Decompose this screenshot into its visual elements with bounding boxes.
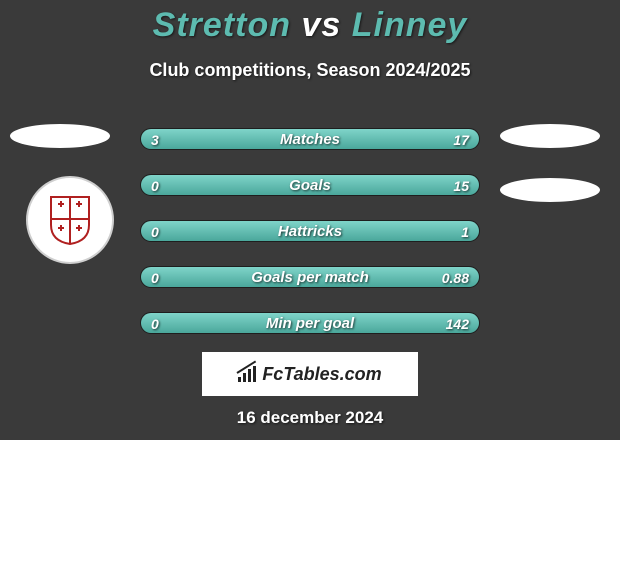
team-logo-placeholder-right-1 xyxy=(500,124,600,148)
player2-name: Linney xyxy=(352,6,468,44)
shield-icon xyxy=(49,195,91,245)
stat-label: Goals per match xyxy=(141,267,479,289)
stat-bar: 015Goals xyxy=(140,174,480,196)
page-title: Stretton vs Linney xyxy=(0,6,620,45)
stat-bar: 317Matches xyxy=(140,128,480,150)
stat-label: Matches xyxy=(141,129,479,151)
bar-chart-icon xyxy=(238,366,258,382)
brand-box[interactable]: FcTables.com xyxy=(202,352,418,396)
brand-label: FcTables.com xyxy=(262,364,381,385)
team-crest-left xyxy=(26,176,114,264)
vs-label: vs xyxy=(301,6,341,44)
stat-bar: 01Hattricks xyxy=(140,220,480,242)
stat-label: Goals xyxy=(141,175,479,197)
stat-bar: 0142Min per goal xyxy=(140,312,480,334)
subtitle: Club competitions, Season 2024/2025 xyxy=(0,60,620,81)
team-logo-placeholder-left-1 xyxy=(10,124,110,148)
stat-label: Min per goal xyxy=(141,313,479,335)
stat-label: Hattricks xyxy=(141,221,479,243)
player1-name: Stretton xyxy=(153,6,291,44)
team-logo-placeholder-right-2 xyxy=(500,178,600,202)
stat-bar: 00.88Goals per match xyxy=(140,266,480,288)
date-label: 16 december 2024 xyxy=(0,408,620,428)
